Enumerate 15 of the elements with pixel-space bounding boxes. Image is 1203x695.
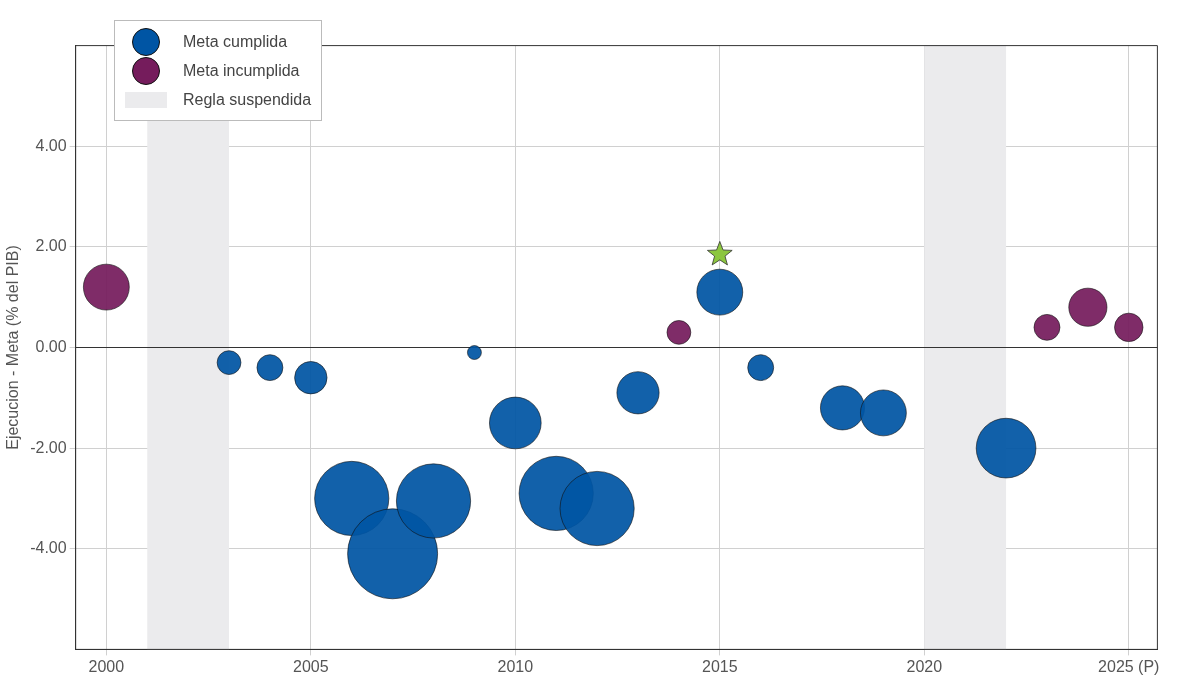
y-tick-label: 4.00 bbox=[35, 136, 67, 154]
x-tick-label: 2015 bbox=[702, 658, 738, 676]
x-tick-label: 2000 bbox=[88, 658, 125, 676]
y-tick-label: -4.00 bbox=[30, 539, 67, 557]
y-tick-label: -2.00 bbox=[30, 438, 67, 456]
legend-label: Meta incumplida bbox=[183, 61, 300, 80]
y-tick-label: 0.00 bbox=[35, 337, 67, 355]
x-tick-label: 2025 (P) bbox=[1098, 658, 1160, 676]
x-tick-label: 2005 bbox=[293, 658, 329, 676]
x-tick-label: 2020 bbox=[906, 658, 943, 676]
x-tick-label: 2010 bbox=[497, 658, 534, 676]
band-label: Regla suspendida bbox=[183, 90, 312, 109]
y-axis-title: Ejecucion - Meta (% del PIB) bbox=[4, 245, 22, 450]
y-tick-label: 2.00 bbox=[35, 237, 67, 255]
legend-label: Meta cumplida bbox=[183, 32, 288, 51]
